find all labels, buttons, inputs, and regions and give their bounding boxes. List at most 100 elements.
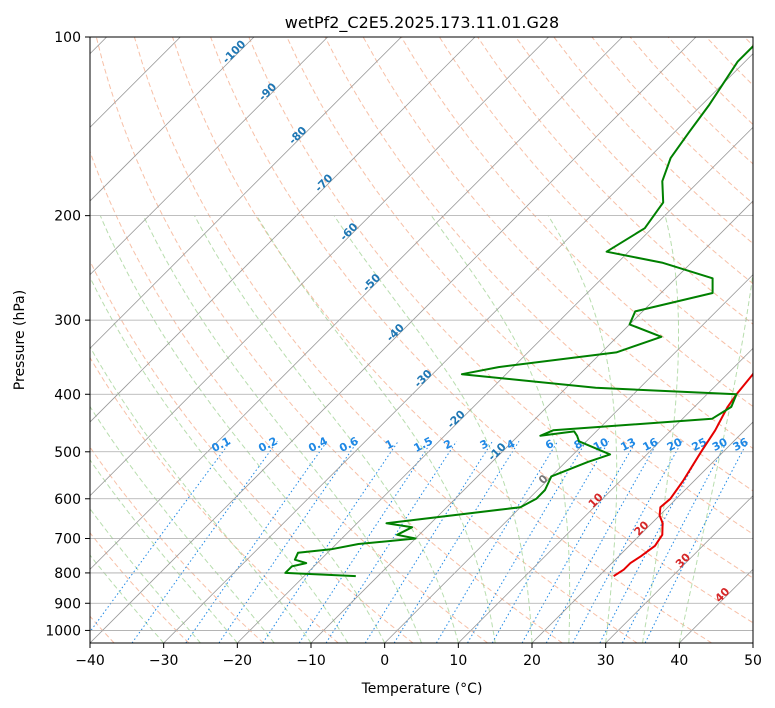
moist-adiabat-line bbox=[90, 508, 201, 643]
plot-frame bbox=[89, 36, 754, 644]
isotherm-line bbox=[163, 53, 753, 643]
mixing-ratio-line bbox=[262, 441, 399, 643]
y-tick-label: 200 bbox=[54, 209, 81, 225]
isotherm-line bbox=[90, 37, 549, 497]
mixing-ratio-line bbox=[521, 441, 637, 643]
dry-adiabat-line bbox=[90, 532, 190, 643]
isotherm-line bbox=[90, 37, 328, 276]
moist-adiabat-line bbox=[90, 345, 312, 643]
moist-adiabat-line bbox=[333, 215, 533, 643]
background-lines bbox=[90, 37, 753, 643]
isotherm-label: -40 bbox=[384, 321, 407, 344]
mixing-ratio-label: 25 bbox=[690, 435, 710, 454]
mixing-ratio-line bbox=[599, 441, 708, 643]
isotherm-line bbox=[605, 495, 753, 643]
axis-ticks: −40 −30 −20 −10 0 10 20 30 40 50 100 200 300 400 500 60… bbox=[45, 30, 762, 669]
isotherm-line bbox=[237, 126, 753, 643]
x-tick-label: 40 bbox=[670, 653, 688, 669]
isotherm-label: -30 bbox=[412, 367, 435, 390]
mixing-ratio-line bbox=[364, 441, 493, 643]
mixing-ratio-line bbox=[435, 441, 559, 643]
dry-adiabat-line bbox=[90, 446, 264, 643]
dry-adiabat-line bbox=[362, 37, 753, 450]
y-axis-label: Pressure (hPa) bbox=[12, 290, 28, 390]
chart-title: wetPf2_C2E5.2025.173.11.01.G28 bbox=[285, 13, 559, 33]
moist-adiabat-line bbox=[194, 215, 459, 643]
dry-adiabat-line bbox=[515, 37, 753, 285]
mixing-ratio-label: 16 bbox=[641, 435, 661, 454]
x-tick-label: −10 bbox=[296, 653, 326, 669]
moist-adiabat-line bbox=[90, 405, 275, 643]
x-tick-label: 20 bbox=[523, 653, 541, 669]
isotherm-label: 30 bbox=[673, 550, 693, 570]
mixing-ratio-line bbox=[572, 441, 683, 643]
moist-adiabat-line bbox=[142, 215, 422, 643]
mixing-ratio-label: 30 bbox=[710, 435, 730, 454]
dry-adiabat-line bbox=[705, 37, 753, 86]
isotherm-label: 20 bbox=[632, 518, 652, 538]
dry-adiabat-line bbox=[90, 356, 339, 643]
dewpoint-line bbox=[284, 44, 753, 578]
line-labels: 0.1 0.2 0.4 0.6 1 1.5 2 3 4 6 8 10 13 16 20 25 30 36-100-… bbox=[209, 37, 750, 605]
mixing-ratio-line bbox=[218, 441, 359, 643]
isotherm-label: -100 bbox=[220, 37, 249, 66]
dry-adiabat-line bbox=[248, 37, 753, 579]
sounding-traces bbox=[284, 44, 753, 578]
x-tick-label: 0 bbox=[380, 653, 389, 669]
x-tick-label: −30 bbox=[149, 653, 179, 669]
isotherm-line bbox=[90, 37, 255, 202]
mixing-ratio-line bbox=[644, 441, 749, 643]
dry-adiabat-line bbox=[286, 37, 753, 535]
mixing-ratio-label: 13 bbox=[618, 435, 638, 454]
dry-adiabat-line bbox=[744, 37, 753, 47]
isotherm-line bbox=[752, 642, 753, 643]
y-tick-label: 100 bbox=[54, 30, 81, 46]
moist-adiabat-line bbox=[99, 215, 386, 643]
isotherm-line bbox=[90, 37, 402, 349]
dry-adiabat-line bbox=[438, 37, 753, 366]
mixing-ratio-line bbox=[467, 441, 587, 643]
y-tick-label: 400 bbox=[54, 387, 81, 403]
isotherm-line bbox=[90, 37, 697, 643]
dry-adiabat-line bbox=[400, 37, 753, 408]
y-tick-label: 600 bbox=[54, 492, 81, 508]
dry-adiabat-line bbox=[172, 37, 712, 643]
y-tick-label: 900 bbox=[54, 596, 81, 612]
dry-adiabat-line bbox=[210, 37, 753, 624]
dry-adiabat-line bbox=[324, 37, 753, 492]
isotherm-label: -60 bbox=[337, 220, 360, 243]
isotherm-line bbox=[90, 37, 623, 570]
isotherm-label: -50 bbox=[360, 271, 383, 294]
mixing-ratio-line bbox=[621, 441, 728, 643]
mixing-ratio-line bbox=[393, 441, 520, 643]
moist-adiabat-line bbox=[678, 269, 753, 643]
mixing-ratio-label: 36 bbox=[731, 435, 751, 454]
x-tick-label: 30 bbox=[597, 653, 615, 669]
dry-adiabat-line bbox=[95, 37, 563, 643]
x-tick-label: 10 bbox=[449, 653, 467, 669]
isotherm-label: -70 bbox=[312, 171, 335, 194]
x-tick-label: −40 bbox=[75, 653, 105, 669]
mixing-ratio-line bbox=[545, 441, 659, 643]
y-tick-label: 500 bbox=[54, 445, 81, 461]
moist-adiabat-line bbox=[430, 215, 571, 643]
x-axis-label: Temperature (°C) bbox=[361, 681, 483, 697]
y-tick-label: 800 bbox=[54, 566, 81, 582]
isotherm-label: -20 bbox=[445, 407, 468, 430]
moist-adiabat-line bbox=[90, 554, 165, 643]
mixing-ratio-line bbox=[325, 441, 457, 643]
isotherm-label: -80 bbox=[286, 124, 309, 147]
temperature-line bbox=[613, 371, 753, 577]
isotherm-label: -90 bbox=[256, 80, 279, 103]
isotherm-line bbox=[90, 37, 476, 423]
isotherm-line bbox=[531, 421, 753, 643]
moist-adiabat-line bbox=[256, 215, 496, 643]
mixing-ratio-line bbox=[131, 441, 278, 643]
x-tick-label: 50 bbox=[744, 653, 762, 669]
isotherm-line bbox=[679, 568, 753, 643]
dry-adiabat-line bbox=[133, 37, 638, 643]
y-tick-label: 1000 bbox=[45, 623, 81, 639]
mixing-ratio-label: 2 bbox=[442, 437, 455, 452]
x-tick-label: −20 bbox=[223, 653, 253, 669]
